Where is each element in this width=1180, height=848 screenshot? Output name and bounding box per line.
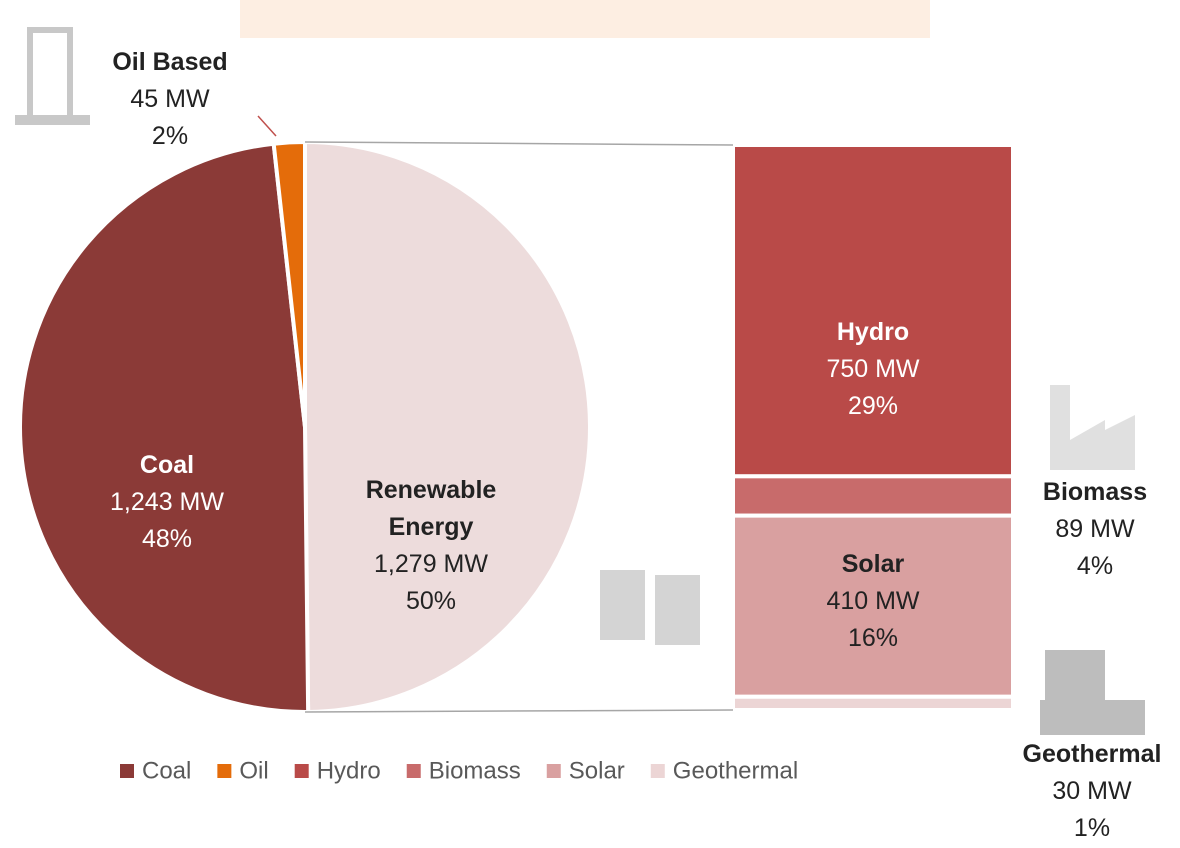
label-value: 89 MW — [1055, 515, 1135, 543]
label-title: Solar — [841, 550, 905, 578]
label-value: 410 MW — [826, 587, 920, 615]
bar-segment — [731, 143, 1015, 479]
legend-label: Geothermal — [673, 757, 798, 784]
geothermal-icon — [1045, 650, 1105, 700]
label-title: Coal — [139, 451, 195, 479]
label-percent: 48% — [141, 525, 193, 553]
data-label: Hydro 750 MW 29% — [773, 314, 973, 425]
connector — [304, 709, 734, 713]
label-percent: 4% — [1076, 552, 1114, 580]
legend-label: Solar — [569, 757, 625, 784]
label-value: 750 MW — [826, 355, 920, 383]
leader-line — [257, 115, 277, 137]
label-percent: 16% — [847, 624, 899, 652]
bar-segment — [731, 474, 1015, 518]
label-percent: 29% — [847, 392, 899, 420]
biomass-icon — [1050, 385, 1135, 470]
label-value: 1,243 MW — [110, 488, 224, 516]
geothermal-icon-base — [1040, 700, 1145, 735]
bar-segment — [731, 694, 1015, 712]
data-label: Coal 1,243 MW 48% — [67, 447, 267, 558]
legend-swatch — [650, 764, 665, 778]
legend-swatch — [546, 764, 561, 778]
data-label: Biomass 89 MW 4% — [995, 474, 1180, 585]
pie-slice — [18, 141, 311, 714]
data-label: Solar 410 MW 16% — [773, 546, 973, 657]
solar-icon — [600, 570, 645, 640]
label-title: Geothermal — [1022, 740, 1162, 768]
label-percent: 2% — [151, 122, 189, 150]
label-title: Biomass — [1042, 478, 1148, 506]
legend-label: Oil — [239, 757, 268, 784]
data-label: Oil Based 45 MW 2% — [70, 44, 270, 155]
connector — [304, 141, 734, 146]
legend-swatch — [217, 764, 232, 778]
data-label: Renewable Energy 1,279 MW 50% — [341, 472, 521, 620]
oil-icon-base — [15, 115, 90, 125]
label-percent: 50% — [405, 587, 457, 615]
legend-label: Coal — [142, 757, 191, 784]
legend-label: Hydro — [317, 757, 381, 784]
label-value: 1,279 MW — [374, 550, 488, 578]
solar-icon — [655, 575, 700, 645]
label-value: 30 MW — [1052, 777, 1132, 805]
data-label: Geothermal 30 MW 1% — [992, 736, 1180, 847]
label-title: Oil Based — [112, 48, 228, 76]
oil-icon — [27, 27, 73, 123]
label-title: Renewable Energy — [365, 476, 497, 541]
label-title: Hydro — [836, 318, 910, 346]
legend-swatch — [294, 764, 309, 778]
label-value: 45 MW — [130, 85, 210, 113]
label-percent: 1% — [1073, 814, 1111, 842]
legend-swatch — [120, 764, 134, 778]
legend-swatch — [406, 764, 421, 778]
legend-label: Biomass — [429, 757, 521, 784]
banner — [240, 0, 930, 38]
pie-slice — [271, 139, 307, 428]
pie-slice — [303, 139, 593, 715]
